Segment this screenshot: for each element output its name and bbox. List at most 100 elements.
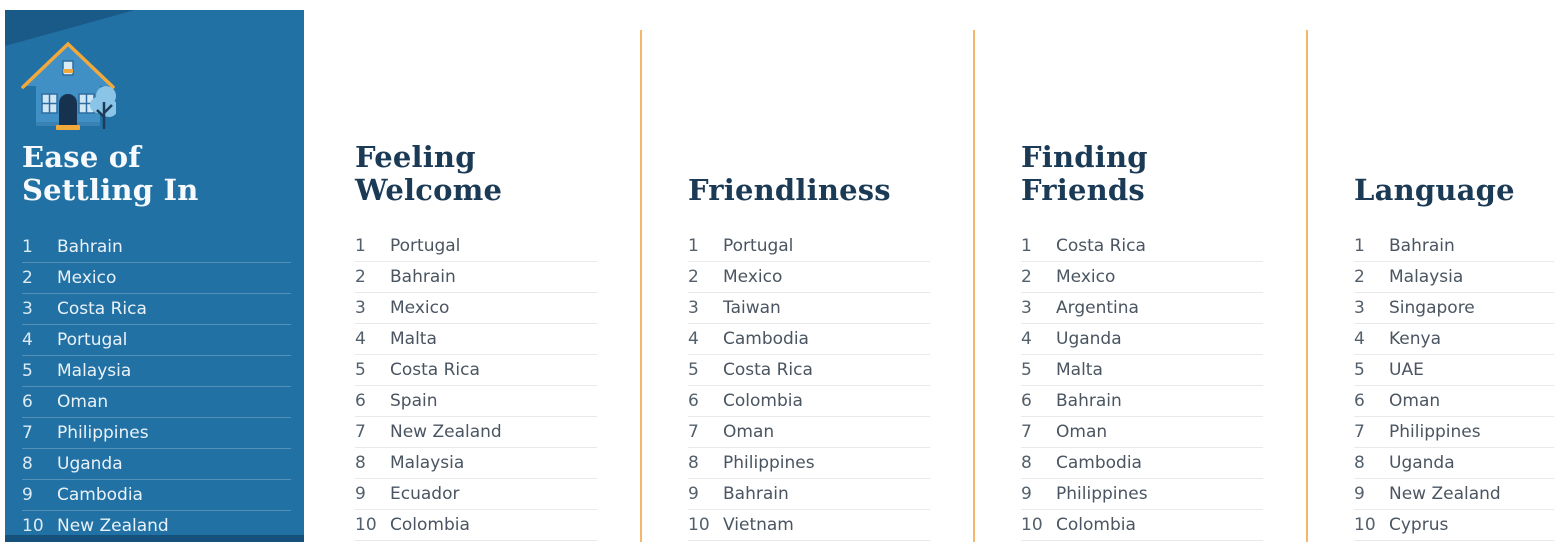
rank-number: 8 [1354,453,1365,473]
rank-number: 9 [22,485,33,505]
country-name: Bahrain [1389,236,1455,256]
list-item: 9 New Zealand [1354,479,1554,510]
country-name: Oman [1056,422,1108,442]
rank-number: 1 [22,237,33,257]
country-name: Bahrain [723,484,789,504]
rank-number: 5 [1021,360,1032,380]
list-item: 10 Colombia [1021,510,1263,541]
panel-bottom-strip [5,535,304,542]
list-item: 6 Oman [22,387,291,418]
list-item: 10 Colombia [355,510,597,541]
country-name: Philippines [57,423,149,443]
rank-number: 6 [22,392,33,412]
list-item: 3 Mexico [355,293,597,324]
column-title-line: Ease of [22,140,141,174]
list-item: 10 New Zealand [22,511,291,542]
list-item: 5 Malta [1021,355,1263,386]
country-name: Kenya [1389,329,1442,349]
rank-number: 6 [1354,391,1365,411]
column-title-line: Friends [1021,173,1145,207]
country-name: Philippines [1389,422,1481,442]
list-item: 3 Taiwan [688,293,930,324]
country-name: Oman [1389,391,1441,411]
rank-number: 9 [1354,484,1365,504]
country-name: Taiwan [723,298,781,318]
list-item: 6 Colombia [688,386,930,417]
list-item: 7 New Zealand [355,417,597,448]
list-item: 1 Portugal [355,231,597,262]
rank-number: 3 [22,299,33,319]
rank-number: 1 [1354,236,1365,256]
country-name: Philippines [1056,484,1148,504]
country-name: Uganda [1389,453,1455,473]
country-name: Colombia [390,515,470,535]
column-title-line: Finding [1021,140,1148,174]
rank-list: 1 Bahrain 2 Malaysia 3 Singapore 4 Kenya 5 UAE 6 Om… [1354,231,1554,541]
column-title-line: Feeling [355,140,476,174]
rank-number: 7 [688,422,699,442]
rank-number: 1 [1021,236,1032,256]
column-language: Language 1 Bahrain 2 Malaysia 3 Singapore 4 Ken… [1354,0,1554,542]
rank-number: 9 [355,484,366,504]
rank-number: 9 [1021,484,1032,504]
rank-number: 10 [1354,515,1376,535]
column-title-line: Friendliness [688,173,891,207]
rank-list: 1 Costa Rica 2 Mexico 3 Argentina 4 Uganda 5 Malt… [1021,231,1263,541]
country-name: Costa Rica [57,299,147,319]
list-item: 7 Oman [688,417,930,448]
country-name: Malta [390,329,437,349]
rank-list: 1 Portugal 2 Bahrain 3 Mexico 4 Malta 5 Costa Ric… [355,231,597,541]
rank-number: 3 [1021,298,1032,318]
list-item: 9 Philippines [1021,479,1263,510]
column-finding-friends: Finding Friends 1 Costa Rica 2 Mexico 3 Argent… [1021,0,1263,542]
rank-number: 7 [355,422,366,442]
column-title: Feeling Welcome [355,0,502,207]
country-name: Spain [390,391,438,411]
country-name: New Zealand [57,516,169,536]
country-name: Malaysia [1389,267,1464,287]
country-name: Argentina [1056,298,1139,318]
column-friendliness: Friendliness 1 Portugal 2 Mexico 3 Taiwan 4 Cam… [688,0,930,542]
list-item: 1 Bahrain [22,232,291,263]
list-item: 1 Portugal [688,231,930,262]
rank-number: 9 [688,484,699,504]
country-name: Costa Rica [723,360,813,380]
country-name: Mexico [390,298,450,318]
list-item: 6 Spain [355,386,597,417]
rank-number: 7 [1021,422,1032,442]
country-name: Bahrain [1056,391,1122,411]
rank-number: 10 [22,516,44,536]
rank-number: 2 [355,267,366,287]
country-name: Colombia [723,391,803,411]
column-divider [1306,30,1308,542]
rank-number: 3 [1354,298,1365,318]
list-item: 4 Uganda [1021,324,1263,355]
country-name: Colombia [1056,515,1136,535]
rank-number: 8 [1021,453,1032,473]
list-item: 2 Malaysia [1354,262,1554,293]
rank-number: 2 [688,267,699,287]
rank-number: 7 [22,423,33,443]
column-title: Finding Friends [1021,0,1148,207]
list-item: 9 Bahrain [688,479,930,510]
list-item: 1 Costa Rica [1021,231,1263,262]
rank-number: 4 [1021,329,1032,349]
country-name: Cambodia [1056,453,1142,473]
list-item: 2 Mexico [688,262,930,293]
list-item: 8 Uganda [1354,448,1554,479]
country-name: Uganda [57,454,123,474]
rank-number: 1 [688,236,699,256]
list-item: 2 Mexico [1021,262,1263,293]
country-name: Oman [723,422,775,442]
rank-number: 5 [355,360,366,380]
country-name: Mexico [1056,267,1116,287]
rank-number: 6 [355,391,366,411]
column-title-line: Language [1354,173,1515,207]
list-item: 7 Philippines [1354,417,1554,448]
list-item: 5 Malaysia [22,356,291,387]
country-name: Oman [57,392,109,412]
list-item: 9 Ecuador [355,479,597,510]
rank-number: 10 [1021,515,1043,535]
rank-number: 7 [1354,422,1365,442]
rank-list: 1 Portugal 2 Mexico 3 Taiwan 4 Cambodia 5 Costa R… [688,231,930,541]
